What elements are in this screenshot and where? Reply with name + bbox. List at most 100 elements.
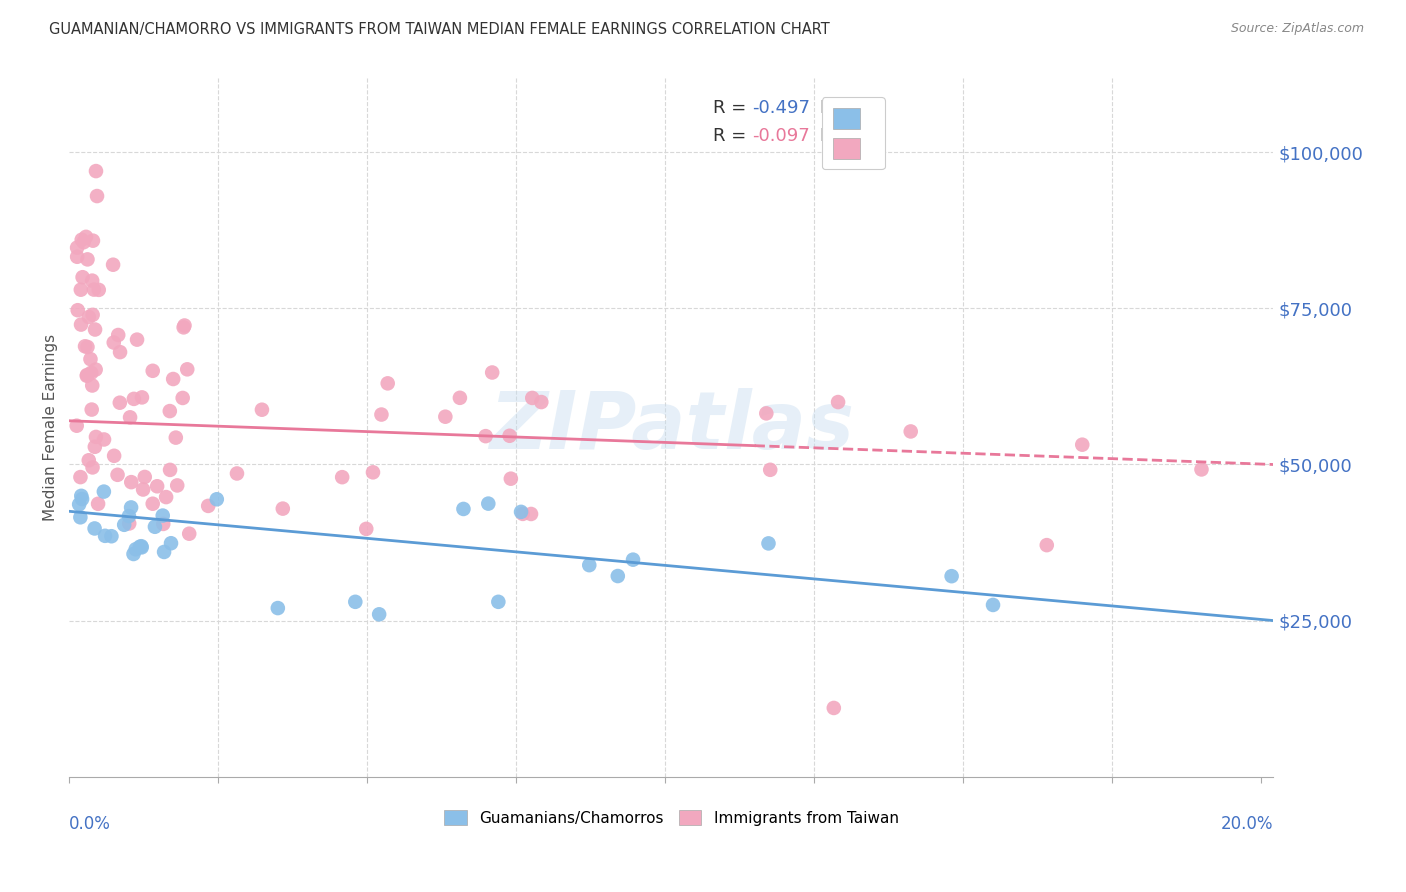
Point [75,230,97,244]
Point [108,395,131,409]
Point [125,542,148,557]
Point [128,540,150,554]
Point [481,366,503,380]
Point [80,402,103,417]
Point [120,410,142,425]
Point [368,607,391,622]
Point [103,335,125,350]
Point [69,510,91,524]
Point [82,308,104,322]
Text: 0.0%: 0.0% [69,815,111,833]
Text: 20.0%: 20.0% [1220,815,1274,833]
Point [759,463,782,477]
Point [84,322,107,336]
Text: ZIPatlas: ZIPatlas [489,388,853,466]
Point [112,517,135,532]
Point [83,440,105,454]
Point [69,283,91,297]
Point [361,466,384,480]
Point [146,479,169,493]
Point [70,491,93,506]
Text: Source: ZipAtlas.com: Source: ZipAtlas.com [1230,22,1364,36]
Text: GUAMANIAN/CHAMORRO VS IMMIGRANTS FROM TAIWAN MEDIAN FEMALE EARNINGS CORRELATION : GUAMANIAN/CHAMORRO VS IMMIGRANTS FROM TA… [49,22,830,37]
Point [66,250,89,264]
Point [226,467,249,481]
Text: R =: R = [713,99,752,117]
Point [131,541,153,555]
Point [70,318,93,332]
Point [120,500,142,515]
Point [621,552,644,566]
Point [330,470,353,484]
Point [87,497,110,511]
Point [271,501,294,516]
Point [377,376,399,391]
Point [520,507,543,521]
Point [72,235,94,250]
Point [83,521,105,535]
Point [165,431,187,445]
Point [173,318,195,333]
Point [134,470,156,484]
Point [981,598,1004,612]
Y-axis label: Median Female Earnings: Median Female Earnings [44,334,58,521]
Point [152,508,174,523]
Point [499,472,522,486]
Point [108,345,131,359]
Text: N = 34: N = 34 [821,99,883,117]
Point [356,522,378,536]
Legend: Guamanians/Chamorros, Immigrants from Taiwan: Guamanians/Chamorros, Immigrants from Ta… [437,804,905,832]
Point [474,429,496,443]
Point [118,516,141,531]
Point [73,339,96,353]
Point [160,536,183,550]
Point [84,362,107,376]
Point [176,362,198,376]
Point [70,233,93,247]
Point [434,409,457,424]
Point [82,460,104,475]
Point [122,547,145,561]
Text: -0.497: -0.497 [752,99,810,117]
Point [606,569,628,583]
Point [120,475,142,490]
Point [107,467,129,482]
Point [80,366,103,380]
Point [370,408,392,422]
Point [153,545,176,559]
Point [70,489,93,503]
Point [453,502,475,516]
Point [131,391,153,405]
Point [82,274,104,288]
Point [486,595,509,609]
Point [142,364,165,378]
Point [197,499,219,513]
Point [510,505,533,519]
Point [66,241,89,255]
Point [900,425,922,439]
Text: -0.097: -0.097 [752,128,810,145]
Point [66,303,89,318]
Point [827,395,849,409]
Point [118,509,141,524]
Point [142,497,165,511]
Point [82,378,104,392]
Point [76,368,98,382]
Point [76,340,98,354]
Point [84,164,107,178]
Point [250,402,273,417]
Point [76,252,98,267]
Point [205,492,228,507]
Point [77,453,100,467]
Point [159,463,181,477]
Point [166,478,188,492]
Point [179,526,201,541]
Point [1036,538,1059,552]
Point [94,529,117,543]
Point [522,391,544,405]
Point [477,497,499,511]
Point [162,372,184,386]
Point [84,430,107,444]
Point [758,536,780,550]
Point [129,539,152,553]
